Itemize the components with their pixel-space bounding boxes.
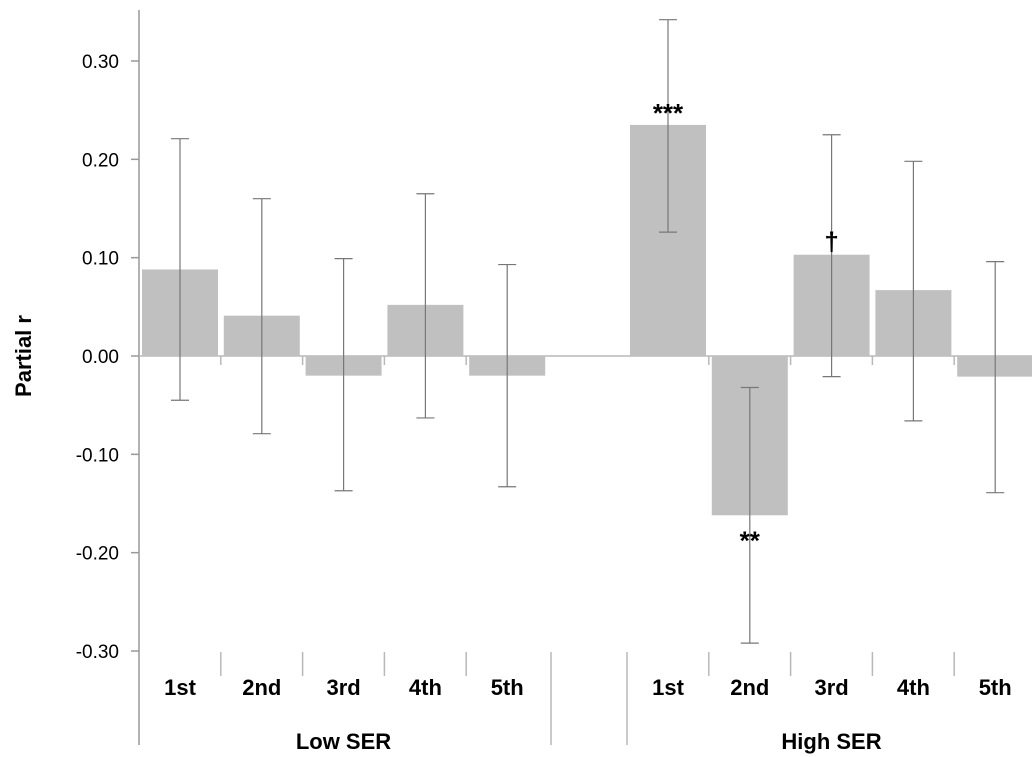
y-tick-label: -0.10 xyxy=(76,445,119,466)
significance-marker: *** xyxy=(653,98,684,128)
category-label: 5th xyxy=(979,675,1012,700)
y-tick-label: 0.10 xyxy=(82,249,119,270)
significance-marker: † xyxy=(824,227,838,257)
y-axis-title: Partial r xyxy=(11,315,36,397)
labels-layer: Low SER 1st 2nd 3rd 4th 5th High SER 1st *** 2nd *… xyxy=(164,98,1012,754)
axis-layer: 0.30 0.20 0.10 0.00 -0.10 -0.20 -0.30 xyxy=(76,10,1032,745)
y-tick-label: -0.20 xyxy=(76,544,119,565)
category-label: 4th xyxy=(897,675,930,700)
category-label: 4th xyxy=(409,675,442,700)
significance-marker: ** xyxy=(740,525,761,555)
category-label: 2nd xyxy=(730,675,769,700)
y-tick-label: 0.20 xyxy=(82,150,119,171)
y-tick-label: 0.30 xyxy=(82,52,119,73)
category-label: 1st xyxy=(652,675,684,700)
category-label: 5th xyxy=(491,675,524,700)
y-tick-label: 0.00 xyxy=(82,347,119,368)
bars-layer xyxy=(142,124,1032,516)
category-label: 2nd xyxy=(242,675,281,700)
y-tick-label: -0.30 xyxy=(76,642,119,663)
group-label: Low SER xyxy=(296,729,391,754)
error-bars-layer xyxy=(171,19,1005,644)
bar xyxy=(957,356,1032,377)
category-label: 1st xyxy=(164,675,196,700)
category-label: 3rd xyxy=(326,675,360,700)
category-label: 3rd xyxy=(814,675,848,700)
group-label: High SER xyxy=(781,729,881,754)
